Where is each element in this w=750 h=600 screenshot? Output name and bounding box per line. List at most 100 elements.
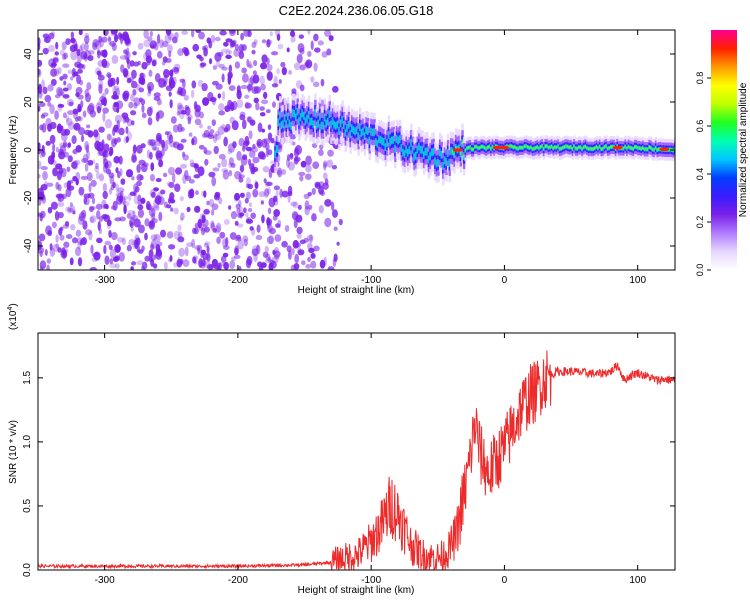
heatmap-cell [101, 58, 108, 68]
heatmap-cell [57, 88, 64, 96]
heatmap-cell [47, 206, 53, 214]
heatmap-cell [325, 119, 328, 128]
heatmap-cell [84, 140, 90, 151]
heatmap-cell [266, 71, 273, 81]
heatmap-cell [210, 208, 215, 216]
heatmap-cell [324, 30, 332, 37]
heatmap-cell [71, 237, 79, 244]
heatmap-cell [238, 49, 244, 54]
heatmap-cell [245, 177, 251, 186]
heatmap-cell [112, 181, 116, 189]
heatmap-cell [324, 217, 332, 228]
heatmap-cell [392, 135, 395, 144]
heatmap-cell [144, 255, 151, 262]
heatmap-cell [305, 155, 312, 166]
heatmap-cell [138, 97, 143, 103]
heatmap-cell [153, 92, 161, 98]
heatmap-cell [70, 31, 75, 39]
heatmap-cell [177, 104, 185, 115]
heatmap-cell [152, 146, 160, 151]
heatmap-cell [65, 38, 71, 45]
heatmap-cell [243, 30, 250, 37]
heatmap-cell [44, 94, 52, 103]
heatmap-cell [169, 75, 174, 83]
heatmap-cell [116, 170, 121, 179]
heatmap-cell [215, 83, 223, 90]
heatmap-cell [77, 257, 83, 267]
heatmap-cell [251, 248, 259, 257]
heatmap-peak [612, 145, 623, 150]
colorbar-tick-label: 0.4 [695, 168, 705, 181]
heatmap-cell [41, 79, 45, 89]
heatmap-cell [39, 124, 44, 131]
heatmap-cell [152, 263, 158, 269]
heatmap-cell [93, 129, 99, 138]
heatmap-cell [283, 113, 287, 122]
heatmap-cell [592, 147, 595, 151]
heatmap-cell [314, 47, 321, 53]
heatmap-cell [218, 153, 226, 160]
colorbar-tick-label: 0.0 [695, 264, 705, 277]
heatmap-cell [96, 237, 103, 244]
heatmap-cell [606, 147, 610, 150]
heatmap-cell [85, 229, 93, 236]
heatmap-cell [149, 151, 153, 160]
heatmap-cell [651, 148, 655, 151]
heatmap-cell [299, 47, 305, 55]
heatmap-cell [322, 160, 328, 168]
heatmap-cell [216, 262, 222, 270]
heatmap-cell [98, 83, 103, 94]
heatmap-cell [131, 154, 137, 163]
heatmap-cell [39, 213, 44, 218]
heatmap-cell [189, 162, 197, 168]
heatmap-cell [114, 263, 120, 269]
heatmap-cell [130, 266, 134, 270]
heatmap-cell [234, 245, 240, 256]
heatmap-cell [365, 126, 368, 135]
heatmap-cell [272, 249, 276, 256]
heatmap-cell [164, 33, 172, 44]
heatmap-cell [266, 235, 274, 245]
heatmap-cell [222, 252, 229, 258]
heatmap-cell [52, 58, 56, 68]
heatmap-cell [46, 258, 51, 264]
heatmap-cell [67, 155, 73, 163]
heatmap-cell [129, 191, 136, 196]
heatmap-cell [149, 173, 155, 182]
heatmap-cell [324, 199, 332, 207]
heatmap-cell [137, 224, 145, 234]
heatmap-cell [271, 83, 279, 88]
heatmap-cell [223, 136, 228, 147]
heatmap-cell [118, 155, 123, 165]
heatmap-cell [222, 169, 230, 180]
heatmap-cell [223, 218, 230, 226]
heatmap-cell [121, 237, 127, 246]
x-tick-label: -300 [95, 575, 115, 586]
heatmap-cell [164, 261, 168, 270]
heatmap-cell [85, 92, 91, 103]
heatmap-cell [298, 171, 306, 176]
heatmap-cell [112, 95, 120, 100]
heatmap-cell [94, 67, 102, 76]
heatmap-cell [176, 89, 184, 96]
heatmap-cell [486, 145, 490, 149]
heatmap-cell [280, 61, 286, 68]
heatmap-cell [430, 148, 434, 157]
heatmap-cell [244, 102, 252, 109]
heatmap-cell [248, 130, 253, 140]
heatmap-cell [274, 30, 281, 37]
heatmap-cell [130, 261, 137, 266]
heatmap-cell [287, 194, 291, 203]
heatmap-cell [218, 103, 225, 111]
heatmap-cell [411, 145, 415, 154]
heatmap-cell [570, 145, 573, 149]
heatmap-cell [132, 88, 137, 96]
heatmap-cell [258, 266, 263, 270]
heatmap-cell [98, 35, 103, 43]
heatmap-cell [86, 124, 91, 129]
heatmap-cell [139, 174, 144, 181]
heatmap-cell [126, 213, 132, 219]
heatmap-cell [129, 220, 133, 227]
heatmap-cell [259, 62, 268, 70]
heatmap-cell [310, 117, 314, 126]
